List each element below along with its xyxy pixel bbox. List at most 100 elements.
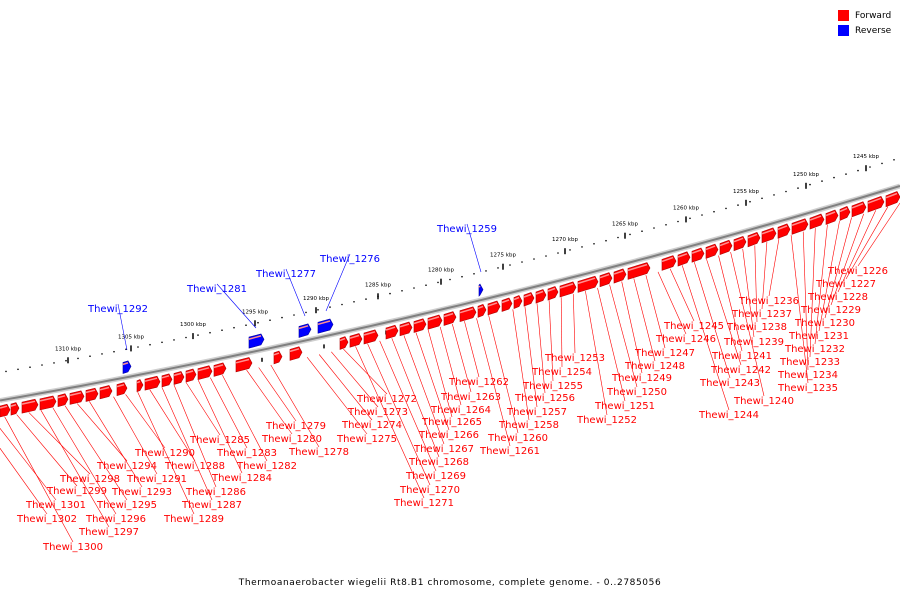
gene-label-thewi-1239[interactable]: Thewi_1239 <box>723 337 784 348</box>
gene-label-thewi-1281[interactable]: Thewi_1281 <box>186 284 247 295</box>
gene-label-thewi-1227[interactable]: Thewi_1227 <box>815 279 876 290</box>
gene-label-thewi-1297[interactable]: Thewi_1297 <box>78 527 139 538</box>
gene-label-thewi-1230[interactable]: Thewi_1230 <box>794 318 855 329</box>
gene-label-thewi-1299[interactable]: Thewi_1299 <box>46 486 107 497</box>
gene-label-thewi-1229[interactable]: Thewi_1229 <box>800 305 861 316</box>
gene-label-thewi-1285[interactable]: Thewi_1285 <box>189 435 250 446</box>
forward-gene[interactable] <box>733 235 747 252</box>
forward-gene[interactable] <box>705 243 719 259</box>
reverse-gene[interactable] <box>298 323 312 338</box>
gene-label-thewi-1228[interactable]: Thewi_1228 <box>807 292 868 303</box>
gene-label-thewi-1289[interactable]: Thewi_1289 <box>163 514 224 525</box>
gene-label-thewi-1282[interactable]: Thewi_1282 <box>236 461 297 472</box>
gene-label-thewi-1251[interactable]: Thewi_1251 <box>594 401 655 412</box>
gene-label-thewi-1296[interactable]: Thewi_1296 <box>85 514 146 525</box>
forward-gene[interactable] <box>559 281 577 298</box>
forward-gene[interactable] <box>136 379 144 393</box>
gene-label-thewi-1235[interactable]: Thewi_1235 <box>777 383 838 394</box>
gene-label-thewi-1292[interactable]: Thewi_1292 <box>87 304 148 315</box>
gene-label-thewi-1262[interactable]: Thewi_1262 <box>448 377 509 388</box>
gene-label-thewi-1272[interactable]: Thewi_1272 <box>356 394 417 405</box>
gene-label-thewi-1237[interactable]: Thewi_1237 <box>731 309 792 320</box>
forward-gene[interactable] <box>21 398 39 414</box>
gene-label-thewi-1283[interactable]: Thewi_1283 <box>216 448 277 459</box>
forward-gene[interactable] <box>851 201 867 218</box>
gene-label-thewi-1290[interactable]: Thewi_1290 <box>134 448 195 459</box>
gene-label-thewi-1250[interactable]: Thewi_1250 <box>606 387 667 398</box>
forward-gene[interactable] <box>443 311 457 326</box>
gene-label-thewi-1284[interactable]: Thewi_1284 <box>211 473 272 484</box>
forward-gene[interactable] <box>399 321 413 337</box>
gene-label-thewi-1246[interactable]: Thewi_1246 <box>655 334 716 345</box>
gene-label-thewi-1241[interactable]: Thewi_1241 <box>711 351 772 362</box>
forward-gene[interactable] <box>235 357 253 373</box>
forward-gene[interactable] <box>719 239 733 255</box>
gene-label-thewi-1276[interactable]: Thewi_1276 <box>319 254 380 265</box>
forward-gene[interactable] <box>197 365 213 381</box>
gene-label-thewi-1270[interactable]: Thewi_1270 <box>399 485 460 496</box>
forward-gene[interactable] <box>289 346 303 361</box>
gene-label-thewi-1252[interactable]: Thewi_1252 <box>576 415 637 426</box>
gene-label-thewi-1253[interactable]: Thewi_1253 <box>544 353 605 364</box>
gene-label-thewi-1244[interactable]: Thewi_1244 <box>698 410 759 421</box>
forward-gene[interactable] <box>427 314 443 330</box>
forward-gene[interactable] <box>761 227 777 244</box>
forward-gene[interactable] <box>809 213 825 230</box>
gene-label-thewi-1286[interactable]: Thewi_1286 <box>185 487 246 498</box>
gene-label-thewi-1260[interactable]: Thewi_1260 <box>487 433 548 444</box>
gene-label-thewi-1275[interactable]: Thewi_1275 <box>336 434 397 445</box>
gene-label-thewi-1247[interactable]: Thewi_1247 <box>634 348 695 359</box>
gene-label-thewi-1265[interactable]: Thewi_1265 <box>421 417 482 428</box>
gene-label-thewi-1298[interactable]: Thewi_1298 <box>59 474 120 485</box>
gene-label-thewi-1295[interactable]: Thewi_1295 <box>96 500 157 511</box>
forward-gene[interactable] <box>39 395 57 411</box>
gene-label-thewi-1280[interactable]: Thewi_1280 <box>261 434 322 445</box>
forward-gene[interactable] <box>825 209 839 225</box>
gene-label-thewi-1240[interactable]: Thewi_1240 <box>733 396 794 407</box>
gene-label-thewi-1302[interactable]: Thewi_1302 <box>16 514 77 525</box>
forward-gene[interactable] <box>691 247 705 263</box>
forward-gene[interactable] <box>69 390 85 405</box>
forward-gene[interactable] <box>885 191 900 208</box>
forward-gene[interactable] <box>661 255 677 271</box>
gene-label-thewi-1294[interactable]: Thewi_1294 <box>96 461 157 472</box>
gene-label-thewi-1259[interactable]: Thewi_1259 <box>436 224 497 235</box>
forward-gene[interactable] <box>613 268 627 284</box>
gene-label-thewi-1300[interactable]: Thewi_1300 <box>42 542 103 553</box>
gene-label-thewi-1288[interactable]: Thewi_1288 <box>164 461 225 472</box>
gene-label-thewi-1242[interactable]: Thewi_1242 <box>710 365 771 376</box>
forward-gene[interactable] <box>777 223 791 239</box>
forward-gene[interactable] <box>487 300 501 316</box>
gene-label-thewi-1255[interactable]: Thewi_1255 <box>522 381 583 392</box>
gene-label-thewi-1271[interactable]: Thewi_1271 <box>393 498 454 509</box>
forward-gene[interactable] <box>213 362 227 377</box>
gene-label-thewi-1238[interactable]: Thewi_1238 <box>726 322 787 333</box>
forward-gene[interactable] <box>747 232 761 248</box>
gene-label-thewi-1268[interactable]: Thewi_1268 <box>408 457 469 468</box>
gene-label-thewi-1249[interactable]: Thewi_1249 <box>611 373 672 384</box>
gene-label-thewi-1226[interactable]: Thewi_1226 <box>827 266 888 277</box>
forward-gene[interactable] <box>627 262 651 280</box>
gene-label-thewi-1274[interactable]: Thewi_1274 <box>341 420 402 431</box>
gene-label-thewi-1256[interactable]: Thewi_1256 <box>514 393 575 404</box>
gene-label-thewi-1254[interactable]: Thewi_1254 <box>531 367 592 378</box>
reverse-gene[interactable] <box>317 318 334 334</box>
forward-gene[interactable] <box>599 272 613 288</box>
gene-label-thewi-1236[interactable]: Thewi_1236 <box>738 296 799 307</box>
gene-label-thewi-1243[interactable]: Thewi_1243 <box>699 378 760 389</box>
gene-label-thewi-1279[interactable]: Thewi_1279 <box>265 421 326 432</box>
gene-label-thewi-1233[interactable]: Thewi_1233 <box>779 357 840 368</box>
gene-label-thewi-1291[interactable]: Thewi_1291 <box>126 474 187 485</box>
gene-label-thewi-1248[interactable]: Thewi_1248 <box>624 361 685 372</box>
forward-gene[interactable] <box>144 375 161 391</box>
forward-gene[interactable] <box>867 195 885 213</box>
reverse-gene[interactable] <box>248 333 265 349</box>
gene-label-thewi-1263[interactable]: Thewi_1263 <box>440 392 501 403</box>
gene-label-thewi-1278[interactable]: Thewi_1278 <box>288 447 349 458</box>
forward-gene[interactable] <box>459 306 477 323</box>
gene-label-thewi-1301[interactable]: Thewi_1301 <box>25 500 86 511</box>
forward-gene[interactable] <box>677 251 691 267</box>
forward-gene[interactable] <box>363 329 379 345</box>
gene-label-thewi-1273[interactable]: Thewi_1273 <box>347 407 408 418</box>
forward-gene[interactable] <box>413 318 427 333</box>
